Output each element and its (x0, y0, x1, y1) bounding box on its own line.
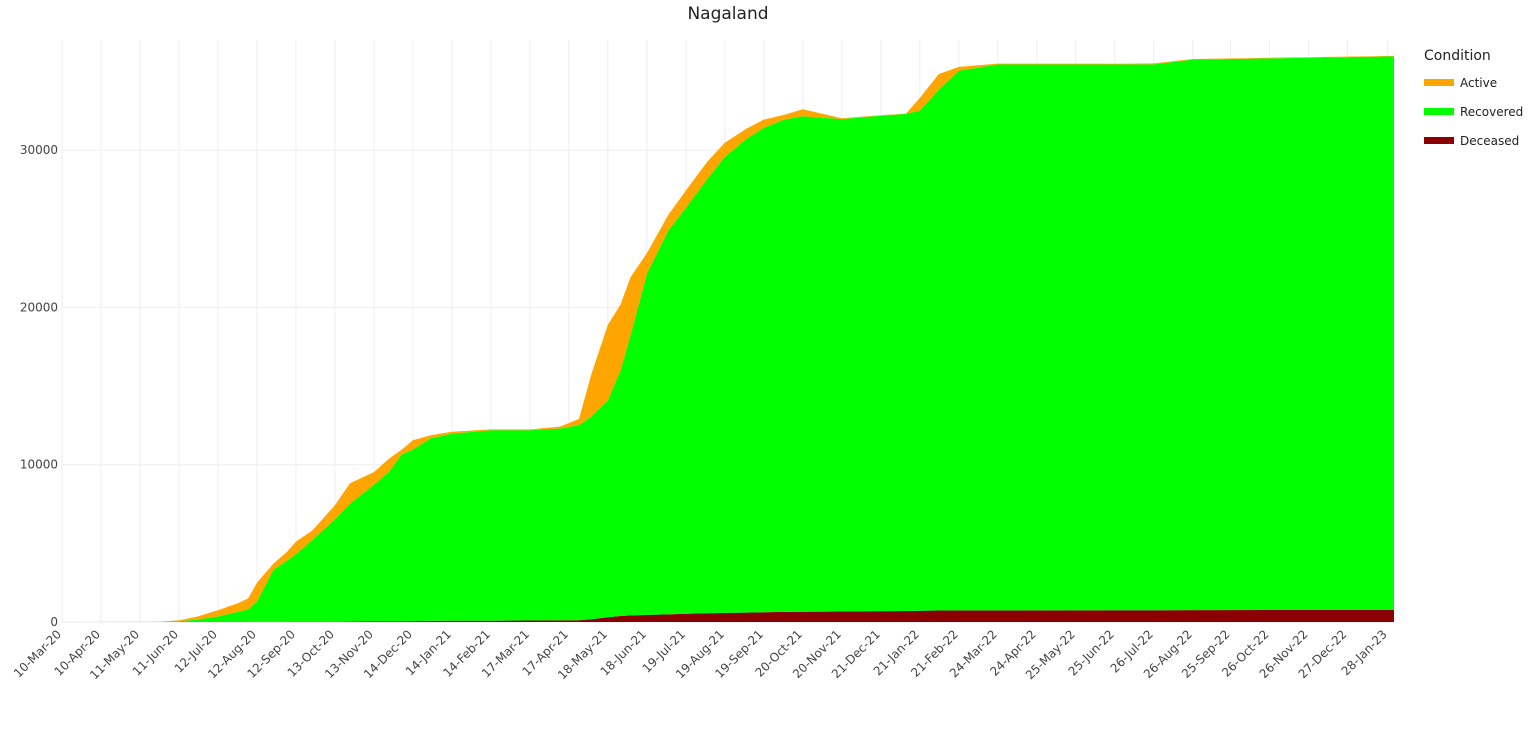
y-tick-label: 30000 (20, 143, 58, 157)
area-deceased[interactable] (62, 610, 1394, 622)
legend-swatch-recovered (1424, 108, 1454, 115)
y-tick-labels: 0 10000 20000 30000 (20, 143, 58, 629)
legend-item-active[interactable]: Active (1424, 68, 1534, 97)
area-layer[interactable] (62, 55, 1394, 622)
legend-item-recovered[interactable]: Recovered (1424, 97, 1534, 126)
legend-swatch-active (1424, 79, 1454, 86)
legend-label-deceased: Deceased (1460, 133, 1520, 148)
y-tick-label: 0 (50, 615, 58, 629)
legend: Condition Active Recovered Deceased (1424, 48, 1534, 155)
legend-title: Condition (1424, 48, 1491, 64)
legend-item-deceased[interactable]: Deceased (1424, 126, 1534, 155)
legend-label-active: Active (1460, 75, 1498, 90)
legend-label-recovered: Recovered (1460, 104, 1524, 119)
chart-title: Nagaland (687, 4, 769, 24)
y-tick-label: 20000 (20, 300, 58, 314)
y-tick-label: 10000 (20, 458, 58, 472)
legend-swatch-deceased (1424, 137, 1454, 144)
x-tick-labels: 10-Mar-2010-Apr-2011-May-2011-Jun-2012-J… (11, 627, 1390, 682)
area-recovered[interactable] (62, 56, 1394, 622)
